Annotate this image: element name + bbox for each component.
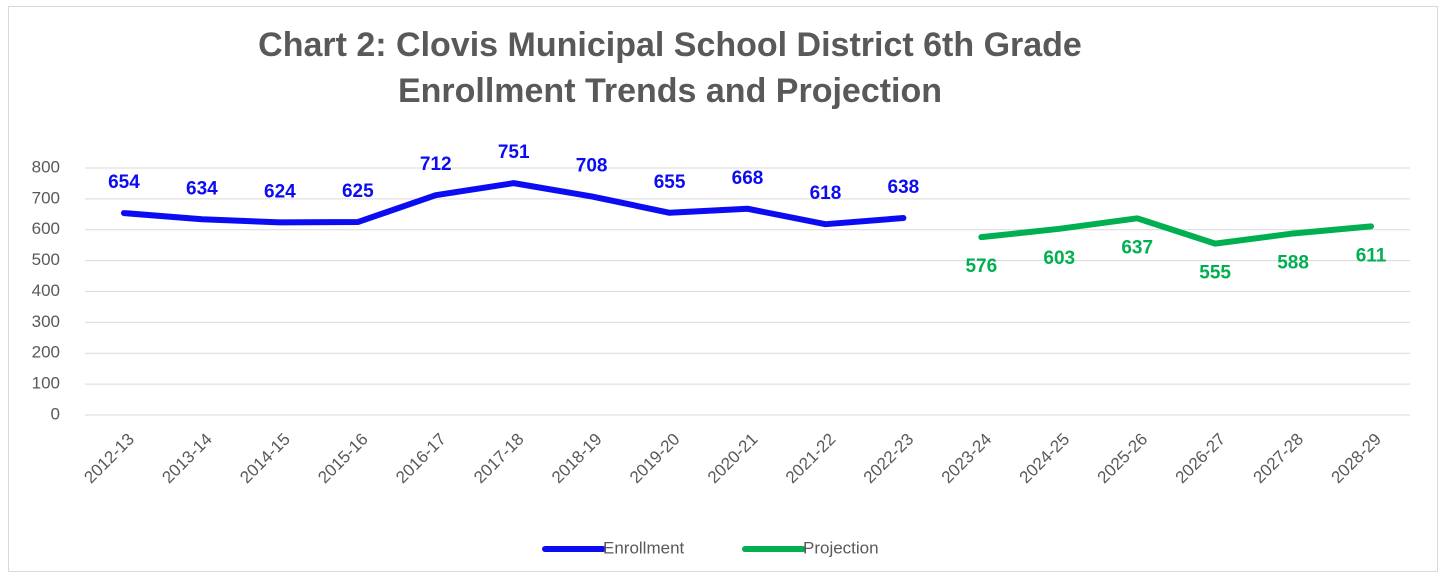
y-tick-label: 800	[32, 157, 60, 176]
series-line	[120, 180, 907, 228]
data-label: 576	[965, 256, 997, 277]
y-tick-label: 500	[32, 250, 60, 269]
x-tick-label: 2027-28	[1250, 430, 1308, 488]
data-label: 637	[1121, 237, 1153, 258]
data-label: 654	[108, 172, 140, 193]
chart-frame	[8, 6, 1438, 572]
data-label: 603	[1043, 248, 1075, 269]
data-label: 708	[576, 155, 608, 176]
legend-label: Enrollment	[603, 538, 685, 557]
x-tick-label: 2025-26	[1094, 430, 1152, 488]
x-tick-label: 2013-14	[158, 430, 216, 488]
x-tick-label: 2022-23	[860, 430, 918, 488]
y-tick-label: 600	[32, 219, 60, 238]
x-tick-label: 2014-15	[236, 430, 294, 488]
x-tick-label: 2028-29	[1327, 430, 1385, 488]
data-label: 638	[888, 177, 920, 198]
y-tick-label: 200	[32, 343, 60, 362]
x-tick-label: 2016-17	[392, 430, 450, 488]
x-tick-label: 2012-13	[80, 430, 138, 488]
y-tick-label: 0	[51, 404, 60, 423]
y-tick-label: 300	[32, 312, 60, 331]
y-tick-label: 100	[32, 374, 60, 393]
data-label: 625	[342, 181, 374, 202]
y-tick-label: 700	[32, 188, 60, 207]
data-label: 712	[420, 154, 452, 175]
x-tick-label: 2024-25	[1016, 430, 1074, 488]
data-label: 555	[1199, 263, 1231, 284]
data-label: 668	[732, 168, 764, 189]
x-tick-label: 2023-24	[938, 430, 996, 488]
series-line	[978, 215, 1375, 247]
data-label: 751	[498, 142, 530, 163]
x-tick-label: 2020-21	[704, 430, 762, 488]
y-tick-label: 400	[32, 281, 60, 300]
data-label: 624	[264, 181, 296, 202]
data-label: 618	[810, 183, 842, 204]
x-tick-label: 2026-27	[1172, 430, 1230, 488]
data-label: 634	[186, 178, 218, 199]
data-label: 655	[654, 172, 686, 193]
data-label: 611	[1356, 245, 1387, 266]
legend-label: Projection	[803, 538, 879, 557]
x-tick-label: 2021-22	[782, 430, 840, 488]
x-tick-label: 2015-16	[314, 430, 372, 488]
chart-title: Chart 2: Clovis Municipal School Distric…	[258, 26, 1082, 110]
x-tick-label: 2018-19	[548, 430, 606, 488]
x-tick-label: 2017-18	[470, 430, 528, 488]
x-tick-label: 2019-20	[626, 430, 684, 488]
data-label: 588	[1277, 252, 1309, 273]
